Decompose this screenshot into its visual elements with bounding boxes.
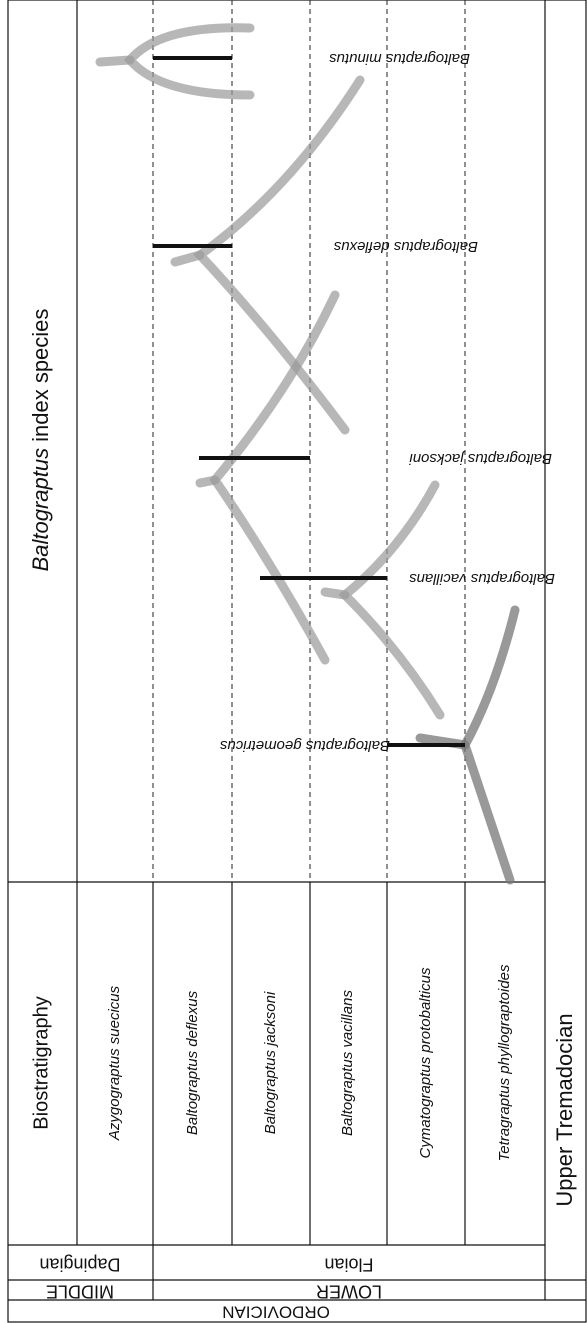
zone-label: Tetragraptus phyllograptoides (496, 964, 513, 1162)
biostrat-header: Biostratigraphy (30, 996, 52, 1129)
species-label: Baltograptus deflexus (333, 238, 478, 255)
species-label: Baltograptus vacillans (409, 570, 555, 587)
zone-label: Baltograptus jacksoni (262, 991, 279, 1134)
zone-label: Baltograptus vacillans (339, 990, 356, 1136)
zone-label: Cymatograptus protobalticus (417, 967, 434, 1158)
species-label: Baltograptus minutus (329, 50, 470, 67)
series-label: MIDDLE (46, 1281, 114, 1301)
panel-title-italic: Baltograptus (28, 448, 53, 572)
zone-label: Azygograptus suecicus (106, 985, 123, 1141)
stage-label: Upper Tremadocian (552, 1013, 577, 1206)
stage-label: Floian (324, 1254, 373, 1274)
species-label: Baltograptus jacksoni (409, 450, 552, 467)
panel-title: Baltograptus index species (28, 309, 53, 572)
system-label: ORDOVICIAN (222, 1303, 330, 1322)
series-label: LOWER (316, 1281, 382, 1301)
species-label: Baltograptus geometricus (219, 737, 390, 754)
range-bars (153, 58, 465, 745)
stage-label: Dapingian (39, 1254, 120, 1274)
zone-label: Baltograptus deflexus (184, 990, 201, 1135)
panel-title-rest: index species (28, 309, 53, 442)
chart: Baltograptus minutus Baltograptus deflex… (0, 0, 587, 1323)
